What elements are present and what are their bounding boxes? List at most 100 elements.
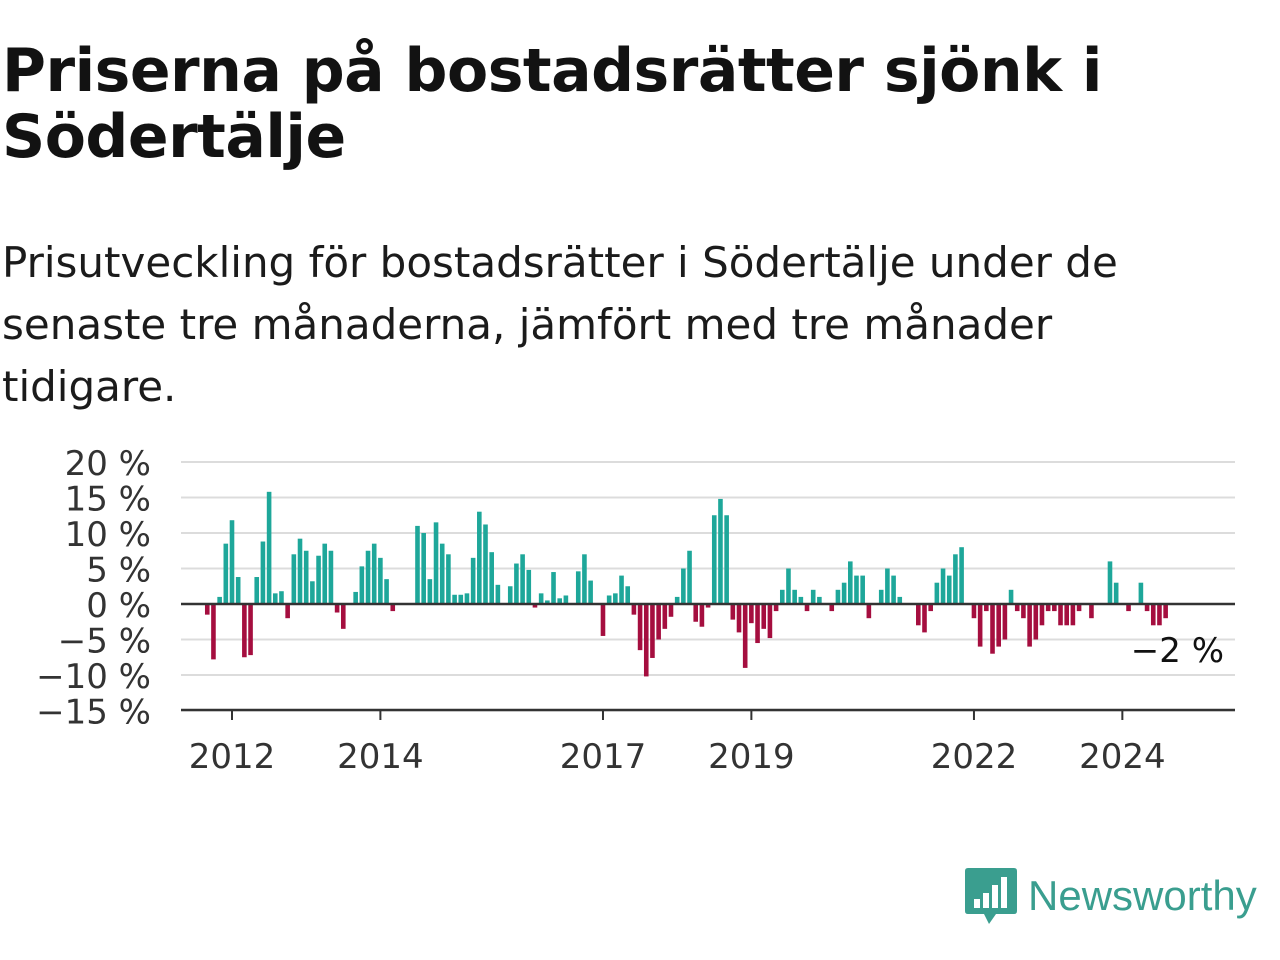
bar bbox=[711, 515, 717, 604]
bar bbox=[606, 595, 612, 604]
bar bbox=[1107, 561, 1113, 604]
bar bbox=[378, 557, 383, 604]
bar bbox=[285, 604, 290, 619]
bar bbox=[266, 491, 272, 604]
bar bbox=[217, 596, 222, 604]
y-tick-label: 15 % bbox=[65, 480, 151, 520]
bar bbox=[545, 600, 550, 604]
bar bbox=[866, 604, 872, 619]
bar bbox=[848, 561, 853, 604]
bar bbox=[384, 579, 389, 604]
bar-chart: 20 %15 %10 %5 %0 %−5 %−10 %−15 % 2012 201… bbox=[36, 444, 1235, 777]
bar bbox=[928, 604, 933, 612]
bar bbox=[340, 604, 346, 629]
bar bbox=[371, 543, 377, 604]
bar bbox=[254, 577, 260, 604]
bar bbox=[674, 596, 680, 604]
x-axis-tick-labels: 2012 2014 2017 2019 2022 2024 bbox=[189, 710, 1166, 777]
brand-name: Newsworthy bbox=[1028, 872, 1257, 919]
newsworthy-brand[interactable]: Newsworthy bbox=[964, 864, 1257, 928]
y-tick-label: −10 % bbox=[36, 657, 151, 697]
x-tick-label: 2022 bbox=[931, 737, 1018, 777]
bar bbox=[804, 604, 810, 612]
bar bbox=[1150, 604, 1156, 626]
bar bbox=[693, 604, 699, 622]
bar bbox=[730, 604, 736, 620]
bar bbox=[878, 589, 884, 604]
bar bbox=[643, 604, 649, 677]
bar bbox=[977, 604, 983, 647]
bar bbox=[996, 604, 1001, 647]
bar bbox=[470, 557, 476, 604]
bar bbox=[310, 581, 315, 604]
bar bbox=[934, 582, 940, 604]
bar bbox=[433, 522, 439, 604]
bar bbox=[1113, 582, 1119, 604]
bar bbox=[749, 604, 754, 624]
bar bbox=[742, 604, 748, 668]
x-tick-label: 2024 bbox=[1079, 737, 1166, 777]
x-tick-label: 2014 bbox=[337, 737, 424, 777]
bar bbox=[959, 547, 964, 604]
bar bbox=[761, 604, 767, 629]
bar bbox=[755, 604, 760, 644]
bar bbox=[1144, 604, 1150, 612]
bar bbox=[477, 511, 482, 604]
bar bbox=[229, 520, 235, 604]
bar bbox=[353, 591, 358, 604]
bar bbox=[464, 593, 470, 604]
y-tick-label: 20 % bbox=[65, 444, 151, 484]
bar bbox=[1027, 604, 1032, 647]
y-tick-label: −5 % bbox=[58, 622, 151, 662]
bar bbox=[359, 566, 365, 604]
bar bbox=[1045, 604, 1051, 612]
bar bbox=[1033, 604, 1039, 640]
bar bbox=[656, 604, 661, 640]
bar bbox=[1052, 604, 1057, 612]
bar bbox=[526, 569, 532, 604]
chart-subtitle: Prisutveckling för bostadsrätter i Söder… bbox=[2, 238, 1118, 411]
bar bbox=[916, 604, 921, 626]
bar bbox=[922, 604, 927, 633]
bar bbox=[248, 604, 253, 656]
bar bbox=[767, 604, 773, 639]
bar bbox=[798, 596, 804, 604]
bar bbox=[1002, 604, 1008, 640]
bar bbox=[854, 575, 859, 604]
bar bbox=[390, 604, 396, 612]
y-tick-label: 0 % bbox=[86, 586, 151, 626]
bar bbox=[631, 604, 637, 615]
bar bbox=[650, 604, 655, 658]
bar bbox=[563, 595, 569, 604]
bar bbox=[724, 515, 729, 604]
bar bbox=[953, 554, 958, 604]
axes bbox=[181, 602, 1235, 712]
bar bbox=[946, 575, 952, 604]
bar bbox=[1064, 604, 1069, 626]
bar bbox=[829, 604, 835, 612]
bar bbox=[334, 604, 340, 613]
bar bbox=[483, 524, 488, 604]
bar bbox=[773, 604, 779, 612]
bar bbox=[705, 604, 711, 608]
bar bbox=[810, 589, 816, 604]
bar bbox=[439, 543, 445, 604]
bar bbox=[779, 589, 785, 604]
bar bbox=[1039, 604, 1045, 626]
bar bbox=[297, 538, 303, 604]
bar bbox=[1089, 604, 1094, 619]
bar bbox=[489, 552, 494, 604]
bar bbox=[235, 577, 241, 604]
bar bbox=[885, 568, 890, 604]
bar bbox=[662, 604, 668, 629]
bar bbox=[316, 555, 321, 604]
bar bbox=[1076, 604, 1082, 612]
bar bbox=[1157, 604, 1162, 626]
bar bbox=[415, 525, 420, 604]
bar bbox=[303, 550, 309, 604]
gridlines bbox=[181, 461, 1235, 712]
bar bbox=[452, 594, 457, 604]
y-tick-label: −15 % bbox=[36, 693, 151, 733]
bar bbox=[891, 575, 896, 604]
y-tick-label: 10 % bbox=[65, 515, 151, 555]
